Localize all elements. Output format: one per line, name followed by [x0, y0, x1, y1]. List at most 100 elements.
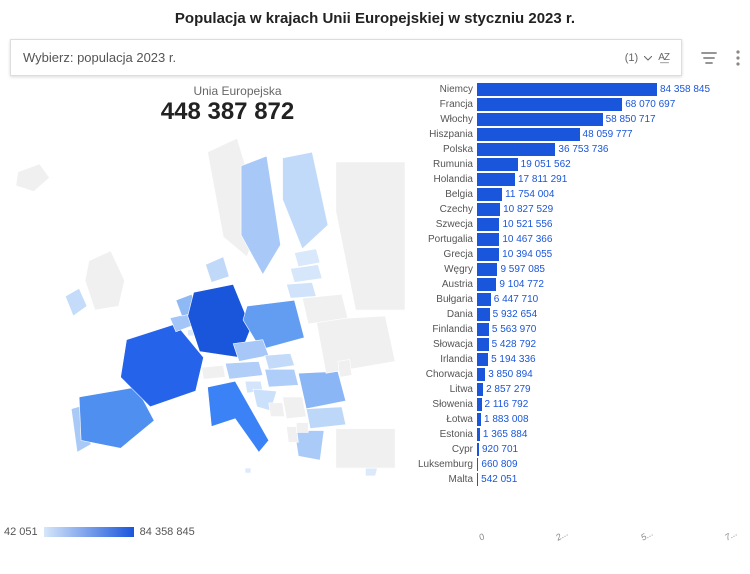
bar-row[interactable]: Niemcy84 358 845 — [409, 82, 740, 97]
bar-value: 1 365 884 — [480, 428, 528, 441]
bar-row[interactable]: Portugalia 10 467 366 — [409, 232, 740, 247]
bar-fill — [477, 323, 489, 336]
map-country-cy[interactable] — [366, 468, 378, 476]
metric-dropdown[interactable]: Wybierz: populacja 2023 r. (1) A͟Z — [10, 39, 682, 76]
bar-row[interactable]: Francja68 070 697 — [409, 97, 740, 112]
bar-track: 68 070 697 — [477, 98, 740, 111]
bar-fill — [477, 293, 491, 306]
map-country-md — [338, 359, 352, 377]
bar-row[interactable]: Polska36 753 736 — [409, 142, 740, 157]
bar-value: 11 754 004 — [502, 188, 554, 201]
europe-map[interactable] — [10, 130, 405, 500]
bar-fill — [477, 173, 515, 186]
bar-fill — [477, 143, 555, 156]
bar-fill — [477, 218, 499, 231]
bar-value: 1 883 008 — [481, 413, 529, 426]
bar-value: 10 394 055 — [499, 248, 552, 261]
bar-track: 5 428 792 — [477, 338, 740, 351]
bar-track: 11 754 004 — [477, 188, 740, 201]
bar-country-label: Łotwa — [409, 414, 477, 425]
dropdown-prefix: Wybierz — [23, 50, 70, 65]
bar-country-label: Francja — [409, 99, 477, 110]
bar-row[interactable]: Cypr920 701 — [409, 442, 740, 457]
bar-value: 48 059 777 — [580, 128, 633, 141]
map-country-bg[interactable] — [306, 407, 346, 429]
bar-row[interactable]: Luksemburg660 809 — [409, 457, 740, 472]
bar-track: 9 104 772 — [477, 278, 740, 291]
bar-row[interactable]: Słowenia2 116 792 — [409, 397, 740, 412]
bar-fill — [477, 368, 485, 381]
bar-row[interactable]: Grecja 10 394 055 — [409, 247, 740, 262]
bar-value: 19 051 562 — [518, 158, 571, 171]
bar-row[interactable]: Włochy58 850 717 — [409, 112, 740, 127]
bar-track: 5 194 336 — [477, 353, 740, 366]
bar-track: 48 059 777 — [477, 128, 740, 141]
bar-row[interactable]: Irlandia5 194 336 — [409, 352, 740, 367]
bar-row[interactable]: Chorwacja3 850 894 — [409, 367, 740, 382]
bar-fill — [477, 158, 518, 171]
bar-row[interactable]: Łotwa 1 883 008 — [409, 412, 740, 427]
bar-country-label: Grecja — [409, 249, 477, 260]
map-country-gr[interactable] — [294, 431, 324, 461]
bar-track: 19 051 562 — [477, 158, 740, 171]
bar-value: 660 809 — [478, 458, 517, 471]
map-panel: Unia Europejska 448 387 872 42 051 84 35… — [10, 82, 405, 552]
bar-fill — [477, 233, 499, 246]
bar-row[interactable]: Austria 9 104 772 — [409, 277, 740, 292]
bar-country-label: Chorwacja — [409, 369, 477, 380]
bar-value: 2 857 279 — [483, 383, 531, 396]
bar-row[interactable]: Węgry9 597 085 — [409, 262, 740, 277]
bar-row[interactable]: Bułgaria 6 447 710 — [409, 292, 740, 307]
dropdown-value: populacja 2023 r. — [77, 50, 176, 65]
total-value: 448 387 872 — [50, 98, 405, 126]
bar-row[interactable]: Finlandia5 563 970 — [409, 322, 740, 337]
bar-row[interactable]: Czechy10 827 529 — [409, 202, 740, 217]
bar-fill — [477, 128, 580, 141]
bar-track: 660 809 — [477, 458, 740, 471]
bar-row[interactable]: Malta542 051 — [409, 472, 740, 487]
bar-value: 10 467 366 — [499, 233, 552, 246]
legend-max: 84 358 845 — [140, 526, 195, 538]
dropdown-count: (1) — [625, 52, 638, 64]
bar-row[interactable]: Dania5 932 654 — [409, 307, 740, 322]
bar-country-label: Bułgaria — [409, 294, 477, 305]
bar-country-label: Czechy — [409, 204, 477, 215]
axis-tick: 5... — [639, 528, 655, 543]
legend-min: 42 051 — [4, 526, 38, 538]
bar-row[interactable]: Hiszpania48 059 777 — [409, 127, 740, 142]
bar-row[interactable]: Słowacja5 428 792 — [409, 337, 740, 352]
bar-axis: 02...5...7... — [477, 534, 736, 544]
bar-value: 6 447 710 — [491, 293, 539, 306]
axis-tick: 0 — [477, 531, 486, 542]
dropdown-label: Wybierz: populacja 2023 r. — [23, 50, 176, 65]
bar-country-label: Holandia — [409, 174, 477, 185]
bar-track: 542 051 — [477, 473, 740, 486]
bar-country-label: Portugalia — [409, 234, 477, 245]
bar-track: 2 857 279 — [477, 383, 740, 396]
bar-row[interactable]: Belgia11 754 004 — [409, 187, 740, 202]
bar-row[interactable]: Estonia1 365 884 — [409, 427, 740, 442]
bar-value: 5 194 336 — [488, 353, 536, 366]
filter-icon[interactable] — [700, 49, 718, 67]
bar-row[interactable]: Litwa2 857 279 — [409, 382, 740, 397]
bar-country-label: Malta — [409, 474, 477, 485]
bar-fill — [477, 248, 499, 261]
bar-country-label: Słowenia — [409, 399, 477, 410]
bar-country-label: Cypr — [409, 444, 477, 455]
bar-row[interactable]: Szwecja10 521 556 — [409, 217, 740, 232]
bar-row[interactable]: Holandia17 811 291 — [409, 172, 740, 187]
map-country-tr — [336, 429, 395, 469]
bar-country-label: Austria — [409, 279, 477, 290]
bar-country-label: Węgry — [409, 264, 477, 275]
map-country-mt[interactable] — [245, 468, 251, 473]
bar-fill — [477, 113, 603, 126]
bar-value: 542 051 — [478, 473, 517, 486]
bar-country-label: Estonia — [409, 429, 477, 440]
bar-country-label: Szwecja — [409, 219, 477, 230]
bar-value: 9 104 772 — [496, 278, 544, 291]
map-country-hu[interactable] — [265, 369, 299, 387]
bar-track: 36 753 736 — [477, 143, 740, 156]
map-country-lt[interactable] — [287, 282, 317, 298]
more-icon[interactable] — [736, 50, 740, 66]
bar-row[interactable]: Rumunia19 051 562 — [409, 157, 740, 172]
